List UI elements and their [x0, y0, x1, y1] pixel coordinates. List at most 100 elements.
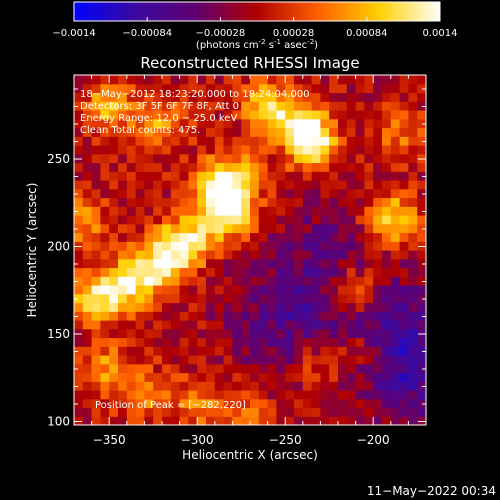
heatmap-cell	[232, 215, 242, 225]
heatmap-cell	[346, 320, 357, 330]
heatmap-cell	[250, 293, 260, 304]
heatmap-cell	[197, 293, 207, 304]
heatmap-cell	[390, 346, 401, 356]
heatmap-cell	[320, 110, 330, 120]
heatmap-cell	[179, 206, 189, 216]
heatmap-cell	[390, 223, 401, 234]
heatmap-cell	[118, 390, 128, 400]
heatmap-cell	[153, 75, 163, 85]
heatmap-cell	[74, 197, 84, 207]
heatmap-cell	[382, 328, 392, 339]
heatmap-cell	[276, 416, 286, 425]
heatmap-cell	[126, 83, 137, 94]
heatmap-cell	[408, 363, 418, 374]
heatmap-cell	[241, 258, 251, 269]
heatmap-cell	[382, 215, 392, 225]
heatmap-cell	[241, 328, 251, 339]
heatmap-cell	[373, 171, 383, 181]
heatmap-cell	[373, 232, 383, 242]
heatmap-cell	[109, 372, 119, 382]
heatmap-cell	[206, 188, 216, 199]
heatmap-cell	[188, 276, 198, 286]
heatmap-cell	[390, 136, 401, 146]
heatmap-cell	[153, 276, 163, 286]
heatmap-cell	[188, 328, 198, 339]
heatmap-cell	[258, 180, 269, 190]
heatmap-cell	[294, 75, 304, 85]
heatmap-cell	[153, 145, 163, 155]
heatmap-cell	[355, 92, 365, 102]
heatmap-cell	[135, 180, 145, 190]
heatmap-cell	[285, 250, 295, 260]
heatmap-cell	[126, 171, 137, 181]
heatmap-cell	[82, 398, 93, 409]
heatmap-cell	[153, 171, 163, 181]
heatmap-cell	[408, 241, 418, 251]
heatmap-cell	[91, 118, 101, 129]
heatmap-cell	[311, 311, 321, 321]
heatmap-cell	[188, 285, 198, 295]
heatmap-cell	[329, 197, 339, 207]
heatmap-cell	[100, 180, 110, 190]
heatmap-cell	[170, 337, 181, 347]
heatmap-cell	[135, 416, 145, 425]
heatmap-cell	[346, 232, 357, 242]
heatmap-cell	[109, 258, 119, 269]
heatmap-cell	[382, 241, 392, 251]
heatmap-cell	[170, 171, 181, 181]
heatmap-cell	[188, 215, 198, 225]
heatmap-cell	[223, 101, 233, 111]
heatmap-cell	[276, 328, 286, 339]
heatmap-cell	[285, 127, 295, 137]
heatmap-cell	[135, 381, 145, 391]
heatmap-cell	[382, 101, 392, 111]
heatmap-cell	[170, 302, 181, 312]
heatmap-cell	[346, 83, 357, 94]
heatmap-cell	[188, 145, 198, 155]
heatmap-cell	[126, 302, 137, 312]
heatmap-cell	[294, 197, 304, 207]
heatmap-cell	[232, 285, 242, 295]
heatmap-cell	[135, 363, 145, 374]
heatmap-cell	[390, 232, 401, 242]
heatmap-cell	[214, 285, 225, 295]
heatmap-cell	[258, 302, 269, 312]
heatmap-cell	[179, 162, 189, 172]
heatmap-cell	[258, 162, 269, 172]
heatmap-cell	[373, 381, 383, 391]
heatmap-cell	[162, 276, 172, 286]
heatmap-cell	[135, 101, 145, 111]
heatmap-cell	[311, 232, 321, 242]
heatmap-cell	[338, 110, 348, 120]
heatmap-cell	[250, 285, 260, 295]
heatmap-cell	[417, 328, 426, 339]
heatmap-cell	[250, 241, 260, 251]
heatmap-cell	[214, 398, 225, 409]
heatmap-cell	[91, 75, 101, 85]
heatmap-cell	[364, 127, 374, 137]
heatmap-cell	[170, 101, 181, 111]
heatmap-cell	[135, 188, 145, 199]
heatmap-cell	[329, 390, 339, 400]
heatmap-cell	[329, 83, 339, 94]
heatmap-cell	[338, 171, 348, 181]
heatmap-cell	[417, 285, 426, 295]
heatmap-cell	[364, 381, 374, 391]
heatmap-cell	[206, 293, 216, 304]
heatmap-cell	[364, 171, 374, 181]
heatmap-cell	[223, 136, 233, 146]
heatmap-cell	[214, 337, 225, 347]
heatmap-cell	[329, 398, 339, 409]
heatmap-cell	[109, 267, 119, 277]
heatmap-cell	[170, 162, 181, 172]
heatmap-cell	[179, 232, 189, 242]
heatmap-cell	[214, 302, 225, 312]
heatmap-cell	[390, 302, 401, 312]
heatmap-cell	[320, 92, 330, 102]
heatmap-cell	[408, 110, 418, 120]
heatmap-cell	[267, 188, 277, 199]
heatmap-cell	[408, 337, 418, 347]
heatmap-cell	[373, 92, 383, 102]
heatmap-cell	[417, 153, 426, 164]
heatmap-cell	[267, 355, 277, 365]
